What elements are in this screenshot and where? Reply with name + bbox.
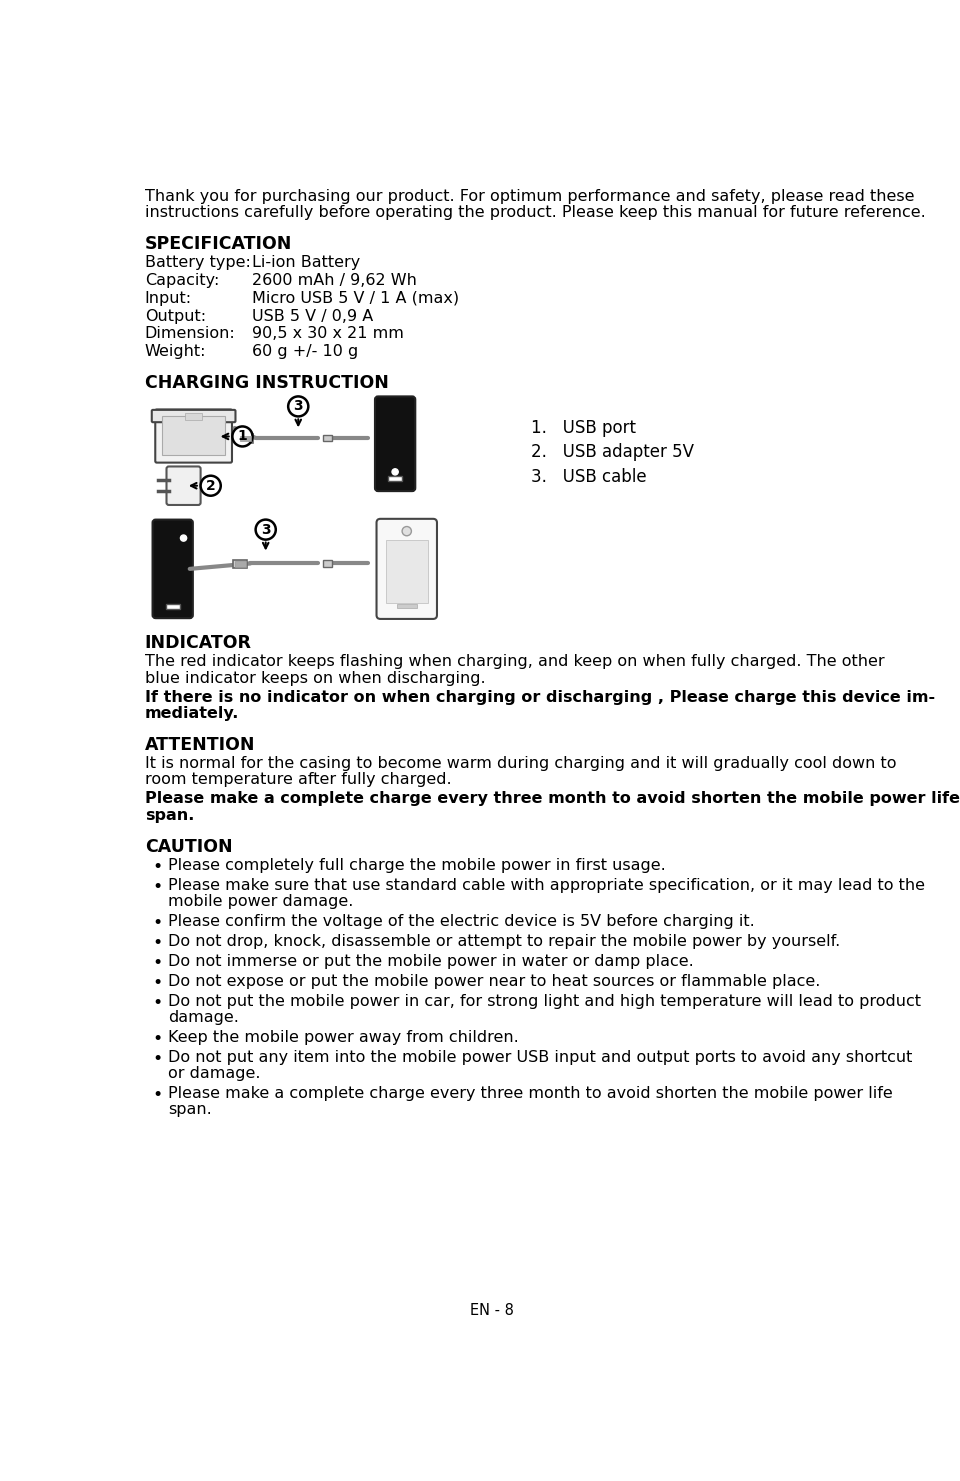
Text: or damage.: or damage. bbox=[168, 1066, 260, 1081]
Text: instructions carefully before operating the product. Please keep this manual for: instructions carefully before operating … bbox=[145, 204, 925, 219]
Text: Please make a complete charge every three month to avoid shorten the mobile powe: Please make a complete charge every thre… bbox=[145, 791, 960, 807]
Text: 3.   USB cable: 3. USB cable bbox=[531, 468, 646, 486]
Text: span.: span. bbox=[145, 807, 194, 822]
Text: If there is no indicator on when charging or discharging , Please charge this de: If there is no indicator on when chargin… bbox=[145, 690, 935, 705]
Text: Please completely full charge the mobile power in first usage.: Please completely full charge the mobile… bbox=[168, 857, 666, 872]
Text: •: • bbox=[153, 994, 163, 1012]
Circle shape bbox=[180, 535, 186, 541]
Text: 3: 3 bbox=[261, 523, 271, 536]
FancyBboxPatch shape bbox=[166, 467, 201, 505]
Text: •: • bbox=[153, 1031, 163, 1049]
Text: span.: span. bbox=[168, 1102, 212, 1118]
Text: 1.   USB port: 1. USB port bbox=[531, 419, 636, 437]
Text: •: • bbox=[153, 1087, 163, 1105]
Text: 1: 1 bbox=[237, 429, 248, 443]
Text: blue indicator keeps on when discharging.: blue indicator keeps on when discharging… bbox=[145, 671, 486, 686]
Text: ATTENTION: ATTENTION bbox=[145, 736, 255, 754]
Text: room temperature after fully charged.: room temperature after fully charged. bbox=[145, 772, 451, 788]
Text: INDICATOR: INDICATOR bbox=[145, 634, 252, 652]
Text: mobile power damage.: mobile power damage. bbox=[168, 895, 353, 909]
Text: Please confirm the voltage of the electric device is 5V before charging it.: Please confirm the voltage of the electr… bbox=[168, 914, 755, 929]
Bar bbox=[324, 435, 332, 441]
Bar bbox=[185, 413, 203, 419]
Text: Dimension:: Dimension: bbox=[145, 326, 235, 341]
Text: Output:: Output: bbox=[145, 308, 206, 324]
Text: Do not put any item into the mobile power USB input and output ports to avoid an: Do not put any item into the mobile powe… bbox=[168, 1050, 912, 1065]
Text: Weight:: Weight: bbox=[145, 344, 206, 358]
FancyBboxPatch shape bbox=[376, 518, 437, 619]
Text: Li-ion Battery: Li-ion Battery bbox=[252, 256, 360, 271]
Text: •: • bbox=[153, 935, 163, 952]
Text: •: • bbox=[153, 857, 163, 875]
Text: Thank you for purchasing our product. For optimum performance and safety, please: Thank you for purchasing our product. Fo… bbox=[145, 188, 914, 203]
Text: Do not drop, knock, disassemble or attempt to repair the mobile power by yoursel: Do not drop, knock, disassemble or attem… bbox=[168, 935, 840, 949]
Text: The red indicator keeps flashing when charging, and keep on when fully charged. : The red indicator keeps flashing when ch… bbox=[145, 655, 884, 669]
Circle shape bbox=[288, 397, 308, 416]
Text: 60 g +/- 10 g: 60 g +/- 10 g bbox=[252, 344, 358, 358]
Text: •: • bbox=[153, 954, 163, 972]
FancyBboxPatch shape bbox=[375, 397, 416, 492]
Bar bbox=[240, 435, 251, 441]
Text: Micro USB 5 V / 1 A (max): Micro USB 5 V / 1 A (max) bbox=[252, 290, 459, 307]
Text: mediately.: mediately. bbox=[145, 706, 239, 721]
Text: 2600 mAh / 9,62 Wh: 2600 mAh / 9,62 Wh bbox=[252, 273, 417, 289]
Text: Battery type:: Battery type: bbox=[145, 256, 251, 271]
Text: •: • bbox=[153, 914, 163, 932]
Text: CAUTION: CAUTION bbox=[145, 838, 232, 856]
Text: 2: 2 bbox=[205, 478, 216, 493]
Bar bbox=[388, 475, 402, 481]
Text: •: • bbox=[153, 1050, 163, 1068]
Text: Keep the mobile power away from children.: Keep the mobile power away from children… bbox=[168, 1031, 518, 1046]
Circle shape bbox=[255, 520, 276, 539]
Bar bbox=[234, 561, 246, 567]
Bar bbox=[324, 560, 332, 567]
Text: Do not immerse or put the mobile power in water or damp place.: Do not immerse or put the mobile power i… bbox=[168, 954, 694, 969]
Text: Please make a complete charge every three month to avoid shorten the mobile powe: Please make a complete charge every thre… bbox=[168, 1087, 893, 1102]
Circle shape bbox=[232, 427, 252, 446]
Text: •: • bbox=[153, 878, 163, 896]
Text: It is normal for the casing to become warm during charging and it will gradually: It is normal for the casing to become wa… bbox=[145, 755, 897, 772]
Text: Do not expose or put the mobile power near to heat sources or flammable place.: Do not expose or put the mobile power ne… bbox=[168, 974, 821, 989]
Text: 3: 3 bbox=[294, 400, 303, 413]
Text: USB 5 V / 0,9 A: USB 5 V / 0,9 A bbox=[252, 308, 373, 324]
Bar bbox=[166, 604, 180, 609]
Text: SPECIFICATION: SPECIFICATION bbox=[145, 235, 292, 253]
Text: CHARGING INSTRUCTION: CHARGING INSTRUCTION bbox=[145, 375, 389, 392]
Circle shape bbox=[402, 527, 412, 536]
FancyBboxPatch shape bbox=[152, 410, 235, 422]
Text: •: • bbox=[153, 974, 163, 992]
Text: 90,5 x 30 x 21 mm: 90,5 x 30 x 21 mm bbox=[252, 326, 403, 341]
Bar bbox=[239, 434, 252, 443]
Circle shape bbox=[201, 475, 221, 496]
Text: EN - 8: EN - 8 bbox=[470, 1303, 514, 1318]
Circle shape bbox=[392, 469, 398, 475]
Bar bbox=[386, 539, 427, 603]
Text: Do not put the mobile power in car, for strong light and high temperature will l: Do not put the mobile power in car, for … bbox=[168, 994, 921, 1009]
FancyBboxPatch shape bbox=[156, 409, 232, 462]
Bar bbox=[396, 604, 417, 609]
Bar bbox=[162, 416, 225, 455]
Text: Input:: Input: bbox=[145, 290, 192, 307]
Text: Please make sure that use standard cable with appropriate specification, or it m: Please make sure that use standard cable… bbox=[168, 878, 925, 893]
Text: Capacity:: Capacity: bbox=[145, 273, 219, 289]
Bar bbox=[233, 560, 247, 569]
Text: damage.: damage. bbox=[168, 1010, 239, 1025]
Text: 2.   USB adapter 5V: 2. USB adapter 5V bbox=[531, 443, 694, 462]
FancyBboxPatch shape bbox=[153, 520, 193, 618]
